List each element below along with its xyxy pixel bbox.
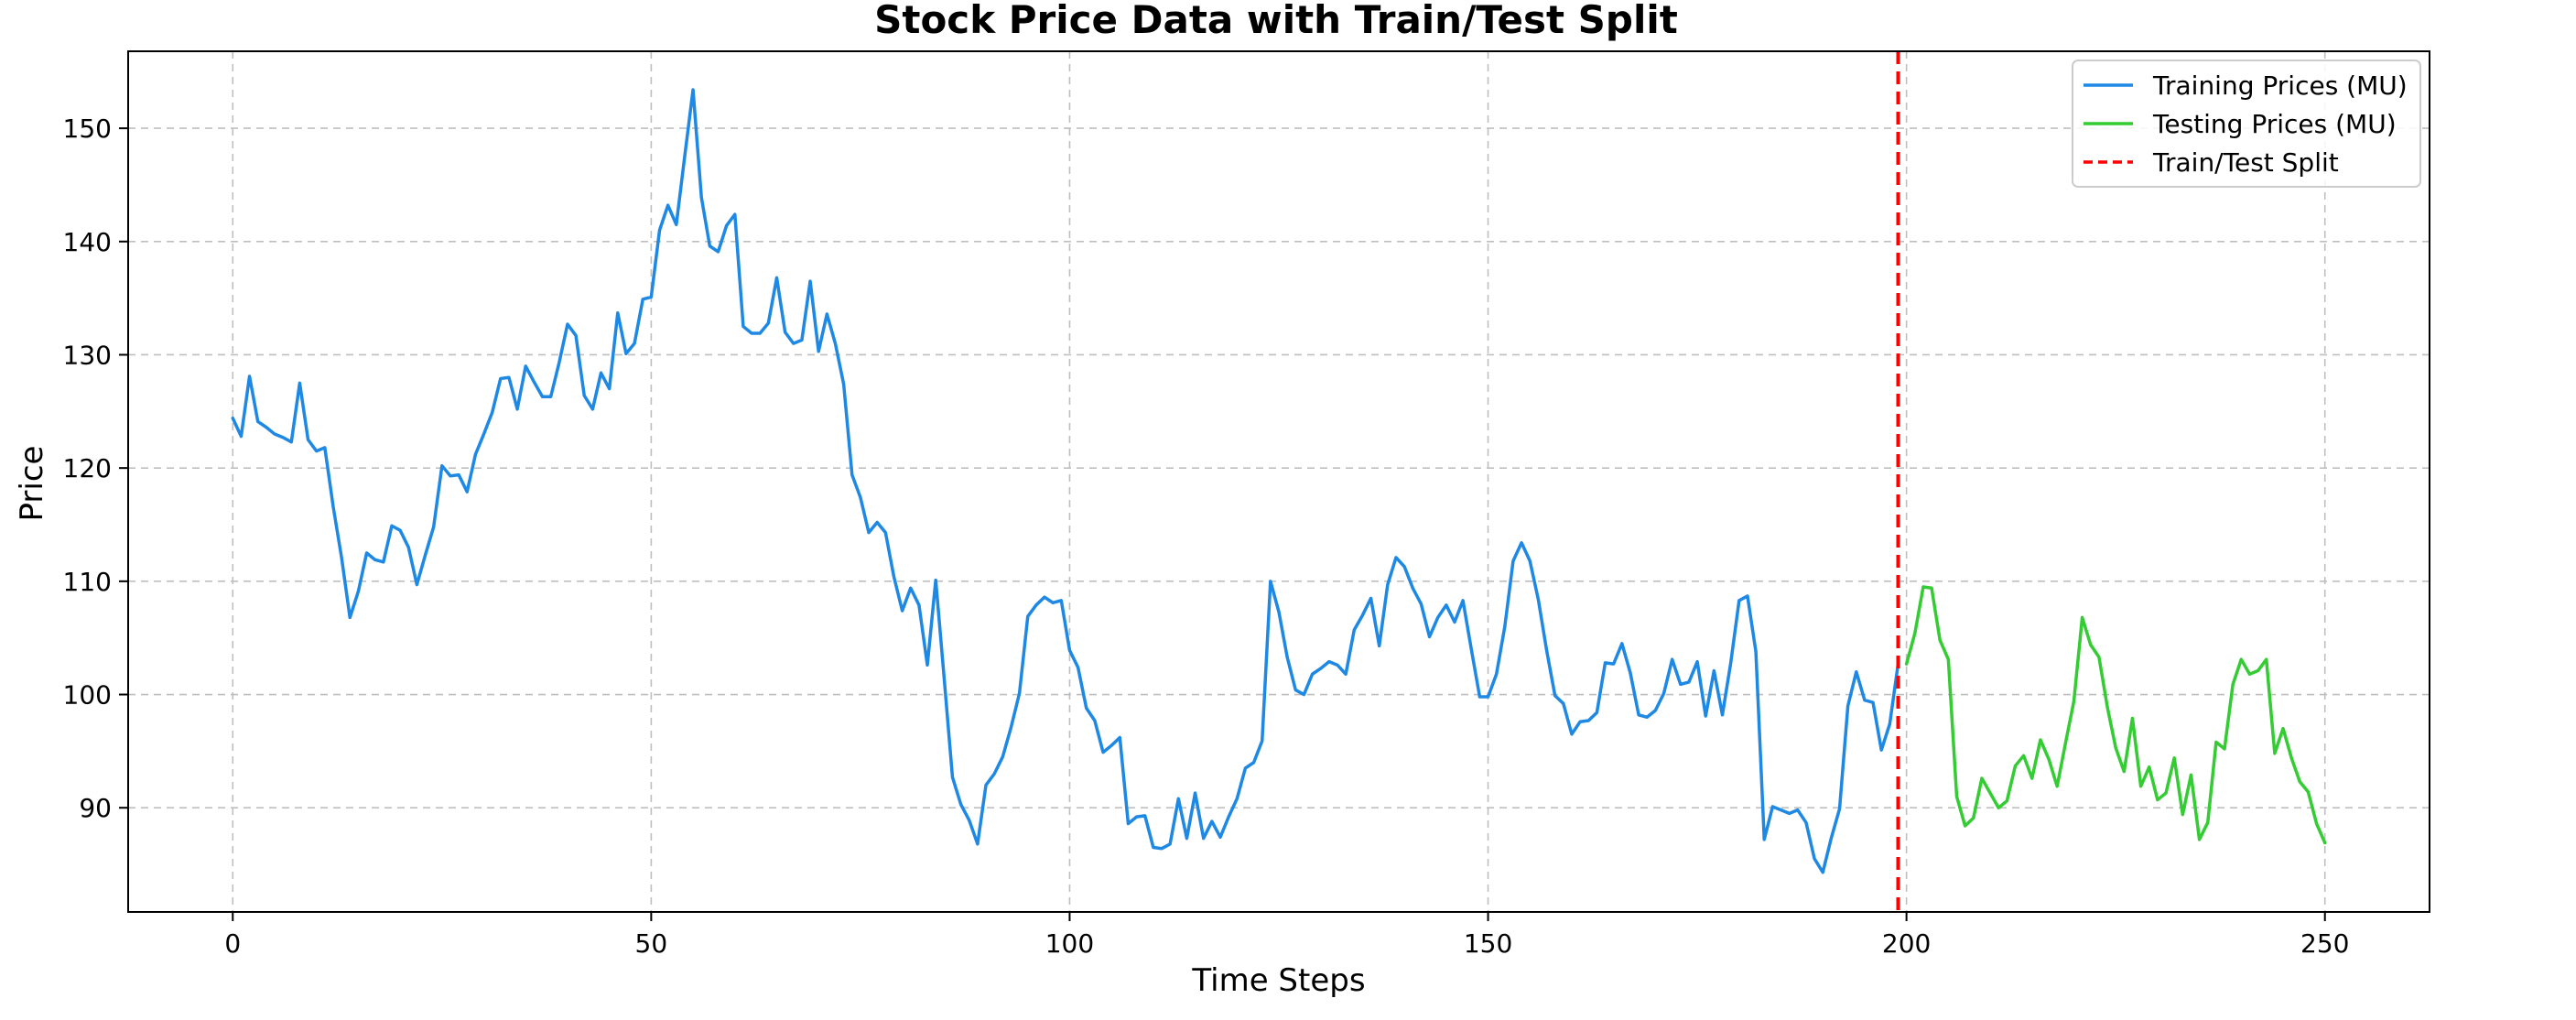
x-tick-label: 0	[224, 928, 241, 959]
x-tick-label: 100	[1045, 928, 1094, 959]
x-tick-label: 50	[635, 928, 668, 959]
legend-box	[2072, 60, 2421, 188]
y-tick-label: 120	[63, 453, 112, 483]
y-tick-label: 110	[63, 567, 112, 597]
y-axis-label: Price	[14, 446, 50, 522]
x-tick-label: 250	[2300, 928, 2349, 959]
grid	[128, 51, 2430, 912]
legend-label-split: Train/Test Split	[2152, 147, 2339, 178]
training-series-line	[231, 88, 1900, 874]
legend-label-training: Training Prices (MU)	[2152, 71, 2408, 101]
x-axis-label: Time Steps	[1191, 962, 1365, 999]
x-tick-label: 200	[1882, 928, 1931, 959]
legend: Training Prices (MU) Testing Prices (MU)…	[2072, 60, 2421, 188]
x-tick-label: 150	[1464, 928, 1512, 959]
chart-title: Stock Price Data with Train/Test Split	[874, 0, 1678, 42]
y-tick-label: 90	[79, 793, 112, 823]
y-tick-label: 150	[63, 114, 112, 144]
y-axis-ticks: 90 100 110 120 130 140 150	[63, 114, 128, 823]
series-layer	[231, 51, 2327, 912]
y-tick-label: 130	[63, 340, 112, 370]
y-tick-label: 140	[63, 227, 112, 257]
axes-frame	[127, 50, 2430, 913]
y-tick-label: 100	[63, 680, 112, 711]
testing-series-line	[1904, 585, 2327, 845]
x-axis-ticks: 0 50 100 150 200 250	[224, 912, 2349, 959]
legend-label-testing: Testing Prices (MU)	[2152, 109, 2397, 139]
